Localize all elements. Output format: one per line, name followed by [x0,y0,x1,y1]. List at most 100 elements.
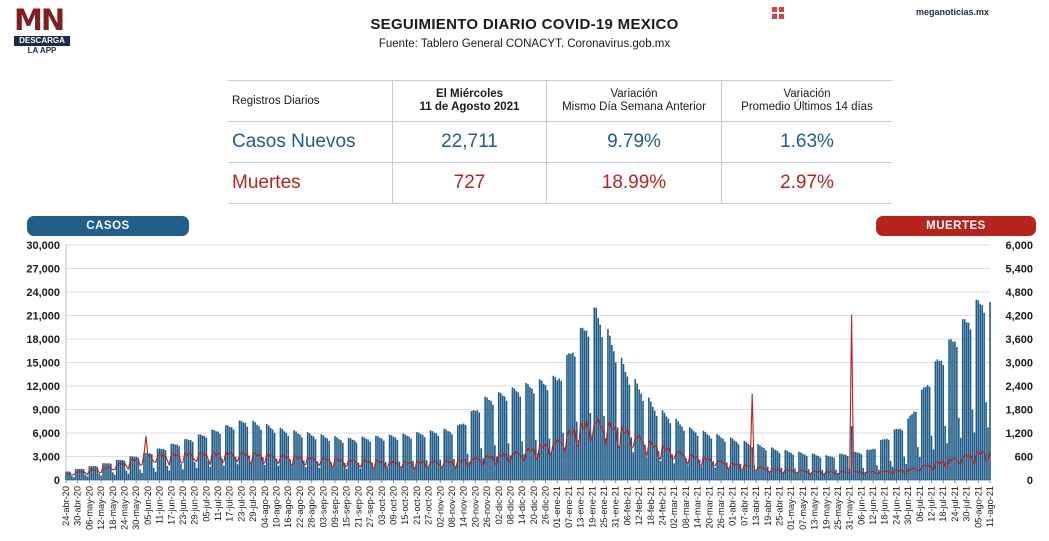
cases-bar [689,427,691,480]
stats-header-label: Registros Diarios [228,80,393,122]
cases-bar [347,437,350,480]
cases-bar [67,471,69,480]
cases-bar [303,460,305,480]
cases-bar [240,420,243,480]
cases-bar [482,458,484,480]
cases-bar [111,472,114,480]
cases-bar [741,469,744,480]
cases-bar [591,434,594,480]
cases-bar [568,353,570,480]
cases-bar [550,452,553,480]
cases-bar [176,444,178,480]
x-tick-label: 27-sep-20 [365,486,375,527]
cases-bar [837,473,839,480]
cases-bar [234,456,237,480]
cases-bar [950,339,952,480]
x-tick-label: 31-ene-21 [611,486,621,528]
cases-bar [692,431,695,480]
cases-bar [388,434,391,480]
x-tick-label: 24-may-20 [120,486,130,530]
x-tick-label: 24-jul-21 [950,486,960,522]
cases-bar [113,474,116,480]
cases-bar [71,475,73,480]
cases-bar [273,432,276,480]
cases-bar [763,447,765,480]
cases-bar [751,447,753,480]
cases-bar [653,410,656,480]
y-left-tick-label: 3,000 [32,452,60,464]
share-icon[interactable] [772,7,784,19]
cases-bar [920,389,923,480]
x-tick-label: 01-abr-21 [728,486,738,526]
cases-bar [870,449,872,480]
cases-bar [158,448,161,480]
cases-bar [131,456,134,480]
cases-bar [320,434,323,480]
cases-bar [371,462,373,480]
cases-bar [706,434,709,480]
cases-bar [747,443,750,480]
cases-bar [96,466,98,480]
cases-bar [217,431,219,480]
cases-bar [523,454,525,480]
y-left-tick-label: 30,000 [26,240,60,252]
cases-bar [979,304,982,480]
x-tick-label: 07-abr-21 [739,486,749,526]
cases-bar [975,299,978,480]
x-tick-label: 19-abr-21 [763,486,773,526]
cases-bar [90,466,93,480]
cases-bar [377,436,379,480]
cases-bar [441,466,444,480]
site-link[interactable]: meganoticias.mx [916,7,990,17]
cases-bar [961,319,964,480]
cases-bar [572,352,574,480]
x-tick-label: 26-nov-20 [482,486,492,527]
cases-bar [166,466,169,480]
cases-bar [556,380,559,480]
cases-bar [449,431,451,480]
cases-bar [536,453,539,480]
x-tick-label: 06-feb-21 [622,486,632,525]
cases-bar [314,439,317,480]
cases-bar [648,397,650,480]
cases-bar [585,330,588,480]
cases-bar [221,458,223,480]
cases-bar [876,465,878,480]
cases-bar [355,442,358,480]
cases-bar [959,437,962,480]
cases-bar [956,346,958,480]
cases-bar [172,443,175,480]
cases-bar [316,461,319,480]
y-left-tick-label: 6,000 [32,428,60,440]
cases-bar [786,450,789,480]
cases-bar [108,463,110,480]
cases-bar [425,460,428,480]
cases-bar [790,452,792,480]
x-tick-label: 25-may-21 [833,486,843,530]
cases-bar [802,453,804,480]
cases-bar [525,382,527,480]
cases-bar [700,466,703,480]
cases-bar [634,379,637,480]
cases-bar [69,471,71,480]
cases-bar [503,396,506,480]
cases-bar [178,445,180,480]
cases-bar [546,390,549,480]
stats-cases-var-14d: 1.63% [721,121,892,163]
x-tick-label: 19-may-21 [821,486,831,530]
x-tick-label: 06-jun-21 [856,486,866,525]
cases-bar [878,469,880,480]
y-right-tick-label: 0 [1027,475,1033,487]
x-tick-label: 14-nov-20 [459,486,469,527]
cases-bar [881,439,884,480]
cases-bar [651,406,654,480]
cases-bar [726,462,728,480]
cases-bar [887,439,890,480]
cases-bar [926,384,929,480]
cases-bar [227,425,229,480]
cases-bar [893,429,896,480]
cases-bar [944,425,946,480]
x-tick-label: 10-ago-20 [272,486,282,528]
cases-bar [757,444,759,480]
y-left-tick-label: 27,000 [26,264,60,276]
